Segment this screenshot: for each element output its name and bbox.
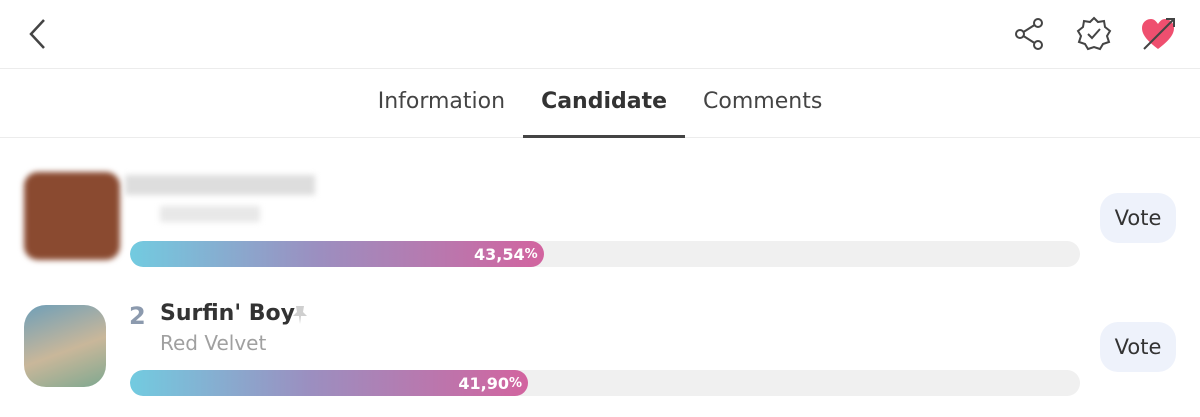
progress-track: 43,54% <box>130 241 1080 267</box>
tab[interactable]: Comments <box>703 89 823 114</box>
blurred-title <box>125 175 315 195</box>
tab-bar: Information Candidate Comments <box>0 69 1200 138</box>
percent-label: 41,90 <box>458 373 510 393</box>
percent-unit: % <box>524 246 538 262</box>
vote-button[interactable]: Vote <box>1100 322 1176 372</box>
tab[interactable]: Candidate <box>523 69 686 138</box>
percent-unit: % <box>509 375 523 391</box>
percent-label: 43,54 <box>473 244 525 264</box>
progress-fill: 43,54% <box>130 241 544 267</box>
badge-button[interactable] <box>1076 16 1112 52</box>
favorite-button[interactable] <box>1140 15 1178 53</box>
tab[interactable]: Information <box>377 89 506 114</box>
song-title: Surfin' Boy <box>160 301 295 326</box>
header <box>0 0 1200 69</box>
candidate-image <box>24 305 106 387</box>
share-button[interactable] <box>1013 17 1047 51</box>
back-button[interactable] <box>26 18 50 50</box>
rank: 2 <box>129 302 146 330</box>
progress-fill: 41,90% <box>130 370 529 396</box>
blurred-artist <box>160 206 260 222</box>
vote-button[interactable]: Vote <box>1100 193 1176 243</box>
artist: Red Velvet <box>160 331 267 355</box>
pin-icon <box>293 306 307 324</box>
progress-track: 41,90% <box>130 370 1080 396</box>
candidate-image <box>24 172 120 260</box>
